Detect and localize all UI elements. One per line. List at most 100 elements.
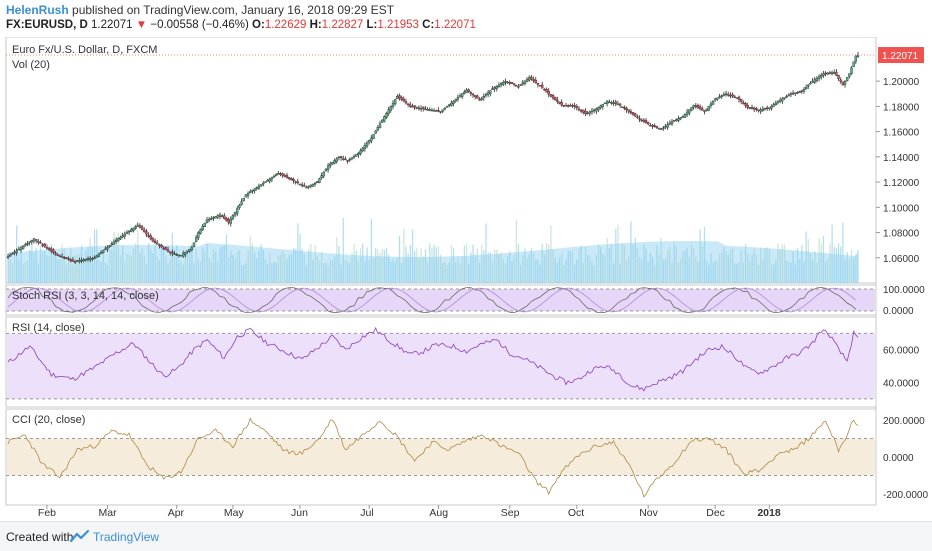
candle-body (845, 77, 849, 81)
candle-body (448, 104, 451, 106)
volume-bar (647, 261, 649, 283)
volume-bar (219, 248, 221, 283)
low-label: L: (366, 19, 378, 31)
volume-bar (541, 243, 543, 283)
volume-bar (26, 260, 29, 283)
candle-body (497, 84, 501, 87)
candle-body (391, 102, 395, 107)
volume-bar (139, 252, 141, 283)
volume-bar (770, 264, 773, 283)
candle-body (843, 80, 847, 85)
candle-body (579, 110, 583, 112)
volume-bar (232, 254, 234, 283)
publisher-name[interactable]: HelenRush (6, 3, 69, 17)
candle-body (785, 96, 788, 98)
volume-bar (528, 254, 530, 283)
volume-bar (580, 245, 582, 283)
volume-bar (20, 252, 22, 283)
candle-body (376, 126, 380, 131)
volume-bar (498, 253, 500, 283)
candle-body (151, 238, 155, 242)
volume-bar (612, 263, 615, 283)
candle-body (504, 80, 507, 83)
volume-bar (273, 261, 275, 283)
candle-body (638, 118, 641, 120)
candle-body (437, 110, 440, 112)
volume-bar (768, 248, 771, 283)
chart-area[interactable]: 1.20000 1.18000 1.16000 1.14000 1.12000 1.100… (0, 37, 932, 521)
volume-bar (457, 256, 459, 283)
candle-body (169, 251, 172, 253)
volume-bar (403, 228, 405, 283)
volume-bar (202, 247, 204, 283)
candle-body (605, 101, 609, 105)
volume-bar (561, 253, 563, 283)
volume-bar (641, 259, 643, 283)
volume-bar (299, 233, 301, 283)
candle-body (262, 182, 265, 185)
symbol-label: FX:EURUSD, D (6, 19, 88, 31)
price-tick-label: 1.10000 (883, 203, 920, 214)
volume-bar (465, 243, 468, 283)
volume-bar (346, 262, 349, 283)
candle-body (171, 251, 174, 254)
volume-bar (576, 259, 578, 283)
volume-bar (478, 262, 481, 283)
volume-bar (820, 243, 822, 283)
candle-body (344, 158, 347, 161)
candle-body (672, 120, 676, 122)
volume-bar (206, 243, 208, 283)
volume-bar (234, 258, 236, 283)
candle-body (419, 107, 423, 110)
candle-body (359, 150, 362, 154)
candle-body (383, 116, 386, 122)
volume-bar (48, 255, 50, 283)
volume-bar (740, 250, 742, 283)
candle-body (458, 95, 462, 98)
candle-body (631, 112, 635, 115)
candle-body (378, 123, 382, 128)
candle-body (634, 113, 637, 117)
volume-bar (688, 256, 690, 283)
candle-body (186, 250, 189, 252)
volume-bar (392, 259, 394, 283)
volume-bar (524, 248, 526, 283)
candle-body (292, 178, 295, 182)
volume-bar (693, 248, 695, 283)
volume-bar (208, 257, 210, 283)
candle-body (811, 80, 814, 83)
volume-bar (327, 264, 329, 283)
candle-body (480, 97, 483, 101)
candle-body (515, 85, 518, 87)
candle-body (456, 97, 460, 100)
candle-body (809, 82, 812, 85)
candle-body (69, 259, 72, 262)
volume-bar (621, 243, 623, 283)
volume-bar (610, 243, 613, 283)
volume-bar (65, 264, 68, 283)
volume-bar (511, 261, 513, 283)
candle-body (50, 248, 53, 252)
candle-body (740, 99, 743, 102)
volume-bar (628, 255, 630, 283)
volume-bar (710, 253, 712, 283)
candle-body (666, 124, 669, 128)
candle-body (225, 217, 228, 221)
volume-bar (115, 238, 117, 283)
candle-body (835, 71, 838, 76)
volume-bar (623, 245, 626, 283)
volume-bar (574, 264, 576, 283)
candle-body (311, 183, 315, 187)
volume-bar (269, 253, 271, 283)
volume-bar (807, 239, 809, 283)
candle-body (28, 241, 31, 243)
candle-body (601, 104, 604, 107)
volume-bar (667, 250, 669, 283)
candle-body (233, 211, 237, 216)
volume-bar (764, 247, 766, 283)
volume-bar (649, 252, 652, 283)
tradingview-brand-link[interactable]: TradingView (93, 530, 160, 544)
candle-body (735, 97, 739, 99)
volume-bar (842, 222, 844, 283)
footer: Created with TradingView (0, 521, 932, 551)
